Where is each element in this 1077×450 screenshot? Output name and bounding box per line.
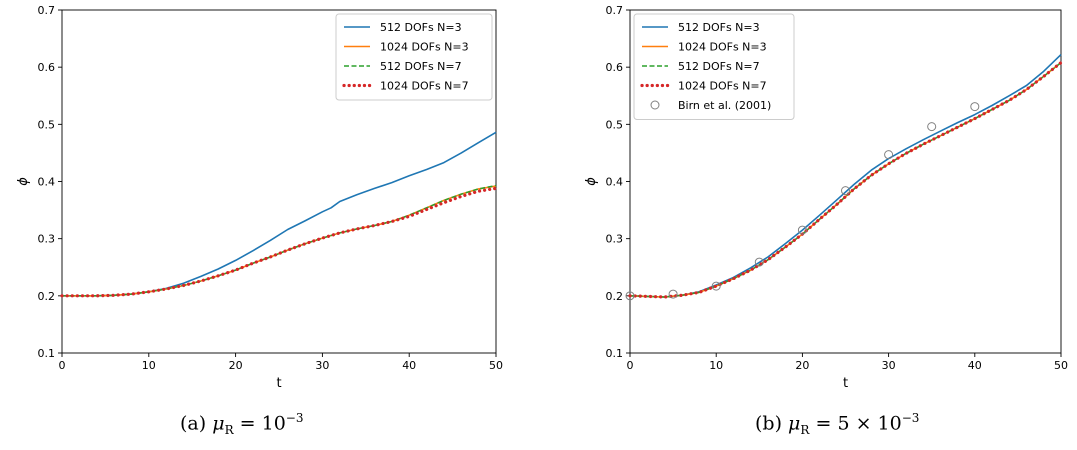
b-legend-box <box>633 13 795 120</box>
b-legend-label-0: 512 DOFs N=3 <box>678 21 760 34</box>
a-series-line-0 <box>62 131 497 297</box>
b-birn-marker <box>884 150 894 160</box>
b-legend-marker <box>650 100 660 110</box>
b-birn-marker <box>841 186 850 196</box>
b-legend-label-1: 1024 DOFs N=3 <box>678 41 767 54</box>
b-xtick-label: 10 <box>709 359 723 372</box>
caption-b-eq: = <box>809 412 838 435</box>
caption-b-prefix: (b) <box>755 412 789 435</box>
b-birn-marker <box>711 281 721 291</box>
b-legend-label-3: 1024 DOFs N=7 <box>678 80 767 93</box>
b-ytick-label: 0.1 <box>606 347 624 360</box>
a-legend-box <box>335 13 493 101</box>
a-series-line-1 <box>62 185 497 297</box>
a-xtick-label: 10 <box>142 359 156 372</box>
b-birn-marker <box>970 102 980 112</box>
b-ytick-label: 0.6 <box>606 61 624 74</box>
b-series-line-3 <box>628 61 1063 299</box>
b-xtick-label: 30 <box>882 359 896 372</box>
a-series-line-3 <box>60 186 498 298</box>
b-xtick-label: 40 <box>968 359 982 372</box>
a-ytick-label: 0.7 <box>38 4 56 17</box>
b-birn-marker <box>754 257 764 267</box>
chart-a: 0 10 20 30 40 50 0.1 0.2 0.3 0.4 0.5 0.6 0.7 t ϕ 512 DO… <box>16 4 503 391</box>
b-legend-label-4: Birn et al. (2001) <box>678 99 771 112</box>
b-ytick-label: 0.2 <box>606 290 624 303</box>
b-xtick-label: 50 <box>1054 359 1068 372</box>
a-xtick-label: 50 <box>489 359 503 372</box>
b-ytick-label: 0.5 <box>606 118 624 131</box>
caption-b-sub: R <box>800 423 810 438</box>
a-ytick-label: 0.2 <box>38 290 56 303</box>
a-xtick-label: 30 <box>315 359 329 372</box>
b-birn-marker <box>668 289 678 299</box>
b-ytick-label: 0.3 <box>606 233 624 246</box>
caption-a-eq: = <box>233 412 262 435</box>
a-legend-label-3: 1024 DOFs N=7 <box>380 80 469 93</box>
caption-a-sup: −3 <box>285 411 304 425</box>
a-ytick-label: 0.3 <box>38 233 56 246</box>
chart-b: 0 10 20 30 40 50 0.1 0.2 0.3 0.4 0.5 0.6 0.7 t ϕ 512 DO… <box>584 4 1068 391</box>
a-xtick-label: 20 <box>229 359 243 372</box>
b-birn-marker <box>625 291 635 301</box>
caption-b-sup: −3 <box>901 411 920 425</box>
b-legend-label-2: 512 DOFs N=7 <box>678 60 760 73</box>
b-birn-marker <box>797 225 807 235</box>
a-legend-label-1: 1024 DOFs N=3 <box>380 41 469 54</box>
caption-a-value: 10 <box>261 412 286 435</box>
b-x-axis-label: t <box>843 376 848 391</box>
caption-a-prefix: (a) <box>180 412 213 435</box>
a-xtick-label: 40 <box>402 359 416 372</box>
a-ytick-label: 0.6 <box>38 61 56 74</box>
b-xtick-label: 0 <box>627 359 634 372</box>
caption-a: (a) μR = 10−3 <box>180 411 304 437</box>
b-ytick-label: 0.4 <box>606 176 624 189</box>
b-xtick-label: 20 <box>795 359 809 372</box>
b-ytick-label: 0.7 <box>606 4 624 17</box>
b-y-axis-label: ϕ <box>584 177 599 186</box>
b-birn-marker <box>927 122 937 132</box>
a-ytick-label: 0.4 <box>38 176 56 189</box>
caption-a-mu: μ <box>212 412 225 435</box>
caption-a-sub: R <box>224 423 234 438</box>
a-ytick-label: 0.1 <box>38 347 56 360</box>
caption-b: (b) μR = 5 × 10−3 <box>755 411 919 437</box>
a-legend-label-0: 512 DOFs N=3 <box>380 21 462 34</box>
a-y-axis-label: ϕ <box>16 177 31 186</box>
a-legend-label-2: 512 DOFs N=7 <box>380 60 462 73</box>
caption-b-value: 5 × 10 <box>837 412 902 435</box>
a-xtick-label: 0 <box>59 359 66 372</box>
caption-b-mu: μ <box>788 412 801 435</box>
a-series-line-2 <box>62 184 497 297</box>
a-ytick-label: 0.5 <box>38 118 56 131</box>
a-x-axis-label: t <box>276 376 281 391</box>
